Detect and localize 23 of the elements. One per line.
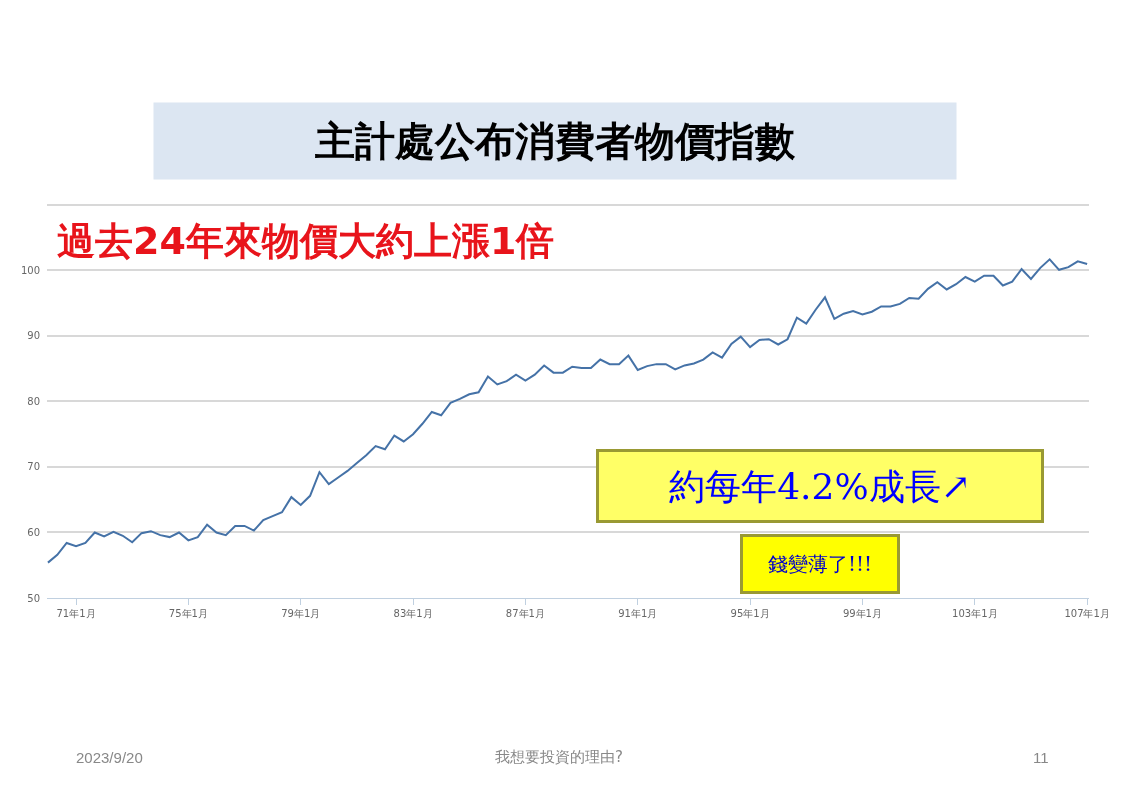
text: 2023/9/20 [76, 749, 143, 766]
annotation: 約每年4.2%成長↗ [669, 465, 971, 507]
text: 過去24年來物價大約上漲1倍 [57, 219, 555, 263]
x-tick-label: 99年1月 [842, 608, 882, 619]
chart-title: 主計處公布消費者物價指數 [314, 118, 796, 164]
x-tick-label: 83年1月 [393, 608, 433, 619]
x-tick-label: 107年1月 [1064, 608, 1110, 619]
y-tick-label: 70 [27, 461, 40, 473]
x-tick-label: 91年1月 [618, 608, 658, 619]
text: 11 [1033, 749, 1049, 766]
x-tick-label: 75年1月 [168, 608, 208, 619]
y-tick-label: 100 [20, 264, 40, 276]
x-tick-label: 103年1月 [952, 608, 998, 619]
y-tick-label: 60 [27, 526, 40, 538]
y-tick-label: 90 [27, 330, 40, 342]
x-tick-label: 95年1月 [730, 608, 770, 619]
x-tick-label: 87年1月 [505, 608, 545, 619]
text: 我想要投資的理由? [495, 748, 623, 766]
x-tick-label: 79年1月 [281, 608, 321, 619]
y-tick-label: 80 [27, 395, 40, 407]
y-tick-label: 50 [27, 592, 40, 604]
annotation: 錢變薄了!!! [767, 552, 873, 576]
x-tick-label: 71年1月 [56, 608, 96, 619]
